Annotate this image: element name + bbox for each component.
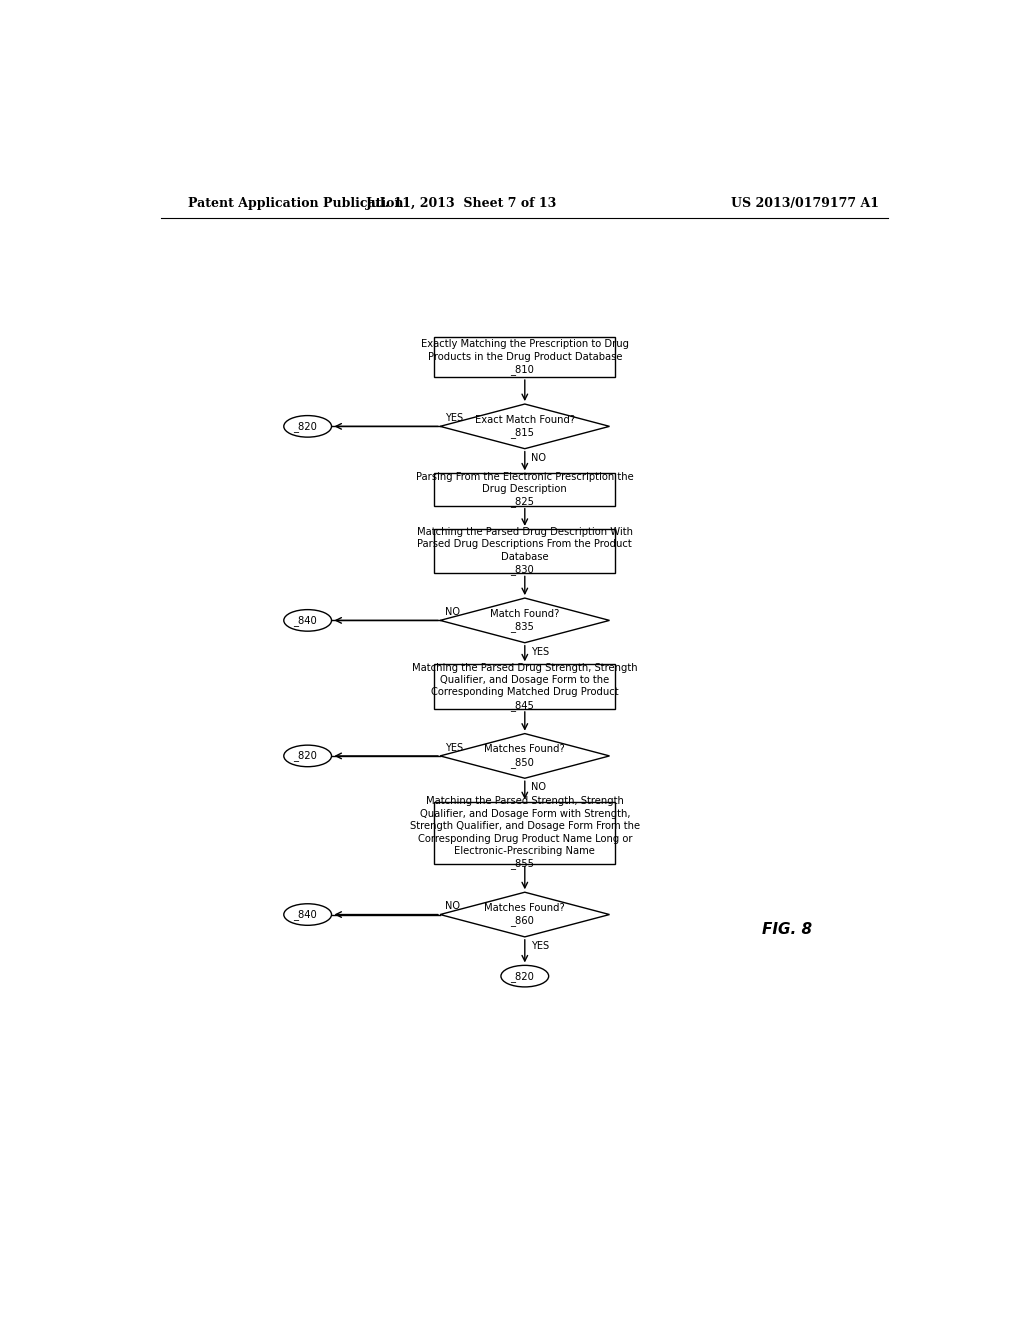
Text: Exact Match Found?
̲815: Exact Match Found? ̲815: [475, 414, 574, 438]
Text: FIG. 8: FIG. 8: [762, 923, 812, 937]
Text: NO: NO: [531, 781, 546, 792]
Ellipse shape: [284, 744, 332, 767]
Polygon shape: [440, 404, 609, 449]
Ellipse shape: [284, 904, 332, 925]
Text: YES: YES: [444, 413, 463, 424]
Text: YES: YES: [444, 743, 463, 752]
Text: YES: YES: [531, 647, 549, 656]
Text: Jul. 11, 2013  Sheet 7 of 13: Jul. 11, 2013 Sheet 7 of 13: [366, 197, 557, 210]
FancyBboxPatch shape: [434, 474, 615, 506]
Text: NO: NO: [444, 607, 460, 618]
Text: ̲820: ̲820: [298, 421, 317, 432]
Text: ̲820: ̲820: [298, 751, 317, 762]
Ellipse shape: [284, 416, 332, 437]
Text: Matches Found?
̲850: Matches Found? ̲850: [484, 744, 565, 767]
Text: Matching the Parsed Strength, Strength
Qualifier, and Dosage Form with Strength,: Matching the Parsed Strength, Strength Q…: [410, 796, 640, 870]
Text: NO: NO: [444, 902, 460, 911]
Text: YES: YES: [531, 941, 549, 950]
Polygon shape: [440, 598, 609, 643]
FancyBboxPatch shape: [434, 337, 615, 378]
Text: Matches Found?
̲860: Matches Found? ̲860: [484, 903, 565, 927]
Text: NO: NO: [531, 453, 546, 462]
Ellipse shape: [501, 965, 549, 987]
FancyBboxPatch shape: [434, 803, 615, 863]
Text: Matching the Parsed Drug Description With
Parsed Drug Descriptions From the Prod: Matching the Parsed Drug Description Wit…: [417, 527, 633, 576]
Text: US 2013/0179177 A1: US 2013/0179177 A1: [731, 197, 880, 210]
Text: ̲820: ̲820: [515, 970, 535, 982]
Text: Exactly Matching the Prescription to Drug
Products in the Drug Product Database
: Exactly Matching the Prescription to Dru…: [421, 339, 629, 375]
Text: ̲840: ̲840: [298, 615, 317, 626]
Text: Matching the Parsed Drug Strength, Strength
Qualifier, and Dosage Form to the
Co: Matching the Parsed Drug Strength, Stren…: [412, 663, 638, 710]
Ellipse shape: [284, 610, 332, 631]
Text: Patent Application Publication: Patent Application Publication: [188, 197, 403, 210]
FancyBboxPatch shape: [434, 529, 615, 573]
Text: Parsing From the Electronic Prescription the
Drug Description
̲825: Parsing From the Electronic Prescription…: [416, 471, 634, 507]
Polygon shape: [440, 734, 609, 779]
FancyBboxPatch shape: [434, 664, 615, 709]
Polygon shape: [440, 892, 609, 937]
Text: ̲840: ̲840: [298, 909, 317, 920]
Text: Match Found?
̲835: Match Found? ̲835: [490, 609, 559, 632]
